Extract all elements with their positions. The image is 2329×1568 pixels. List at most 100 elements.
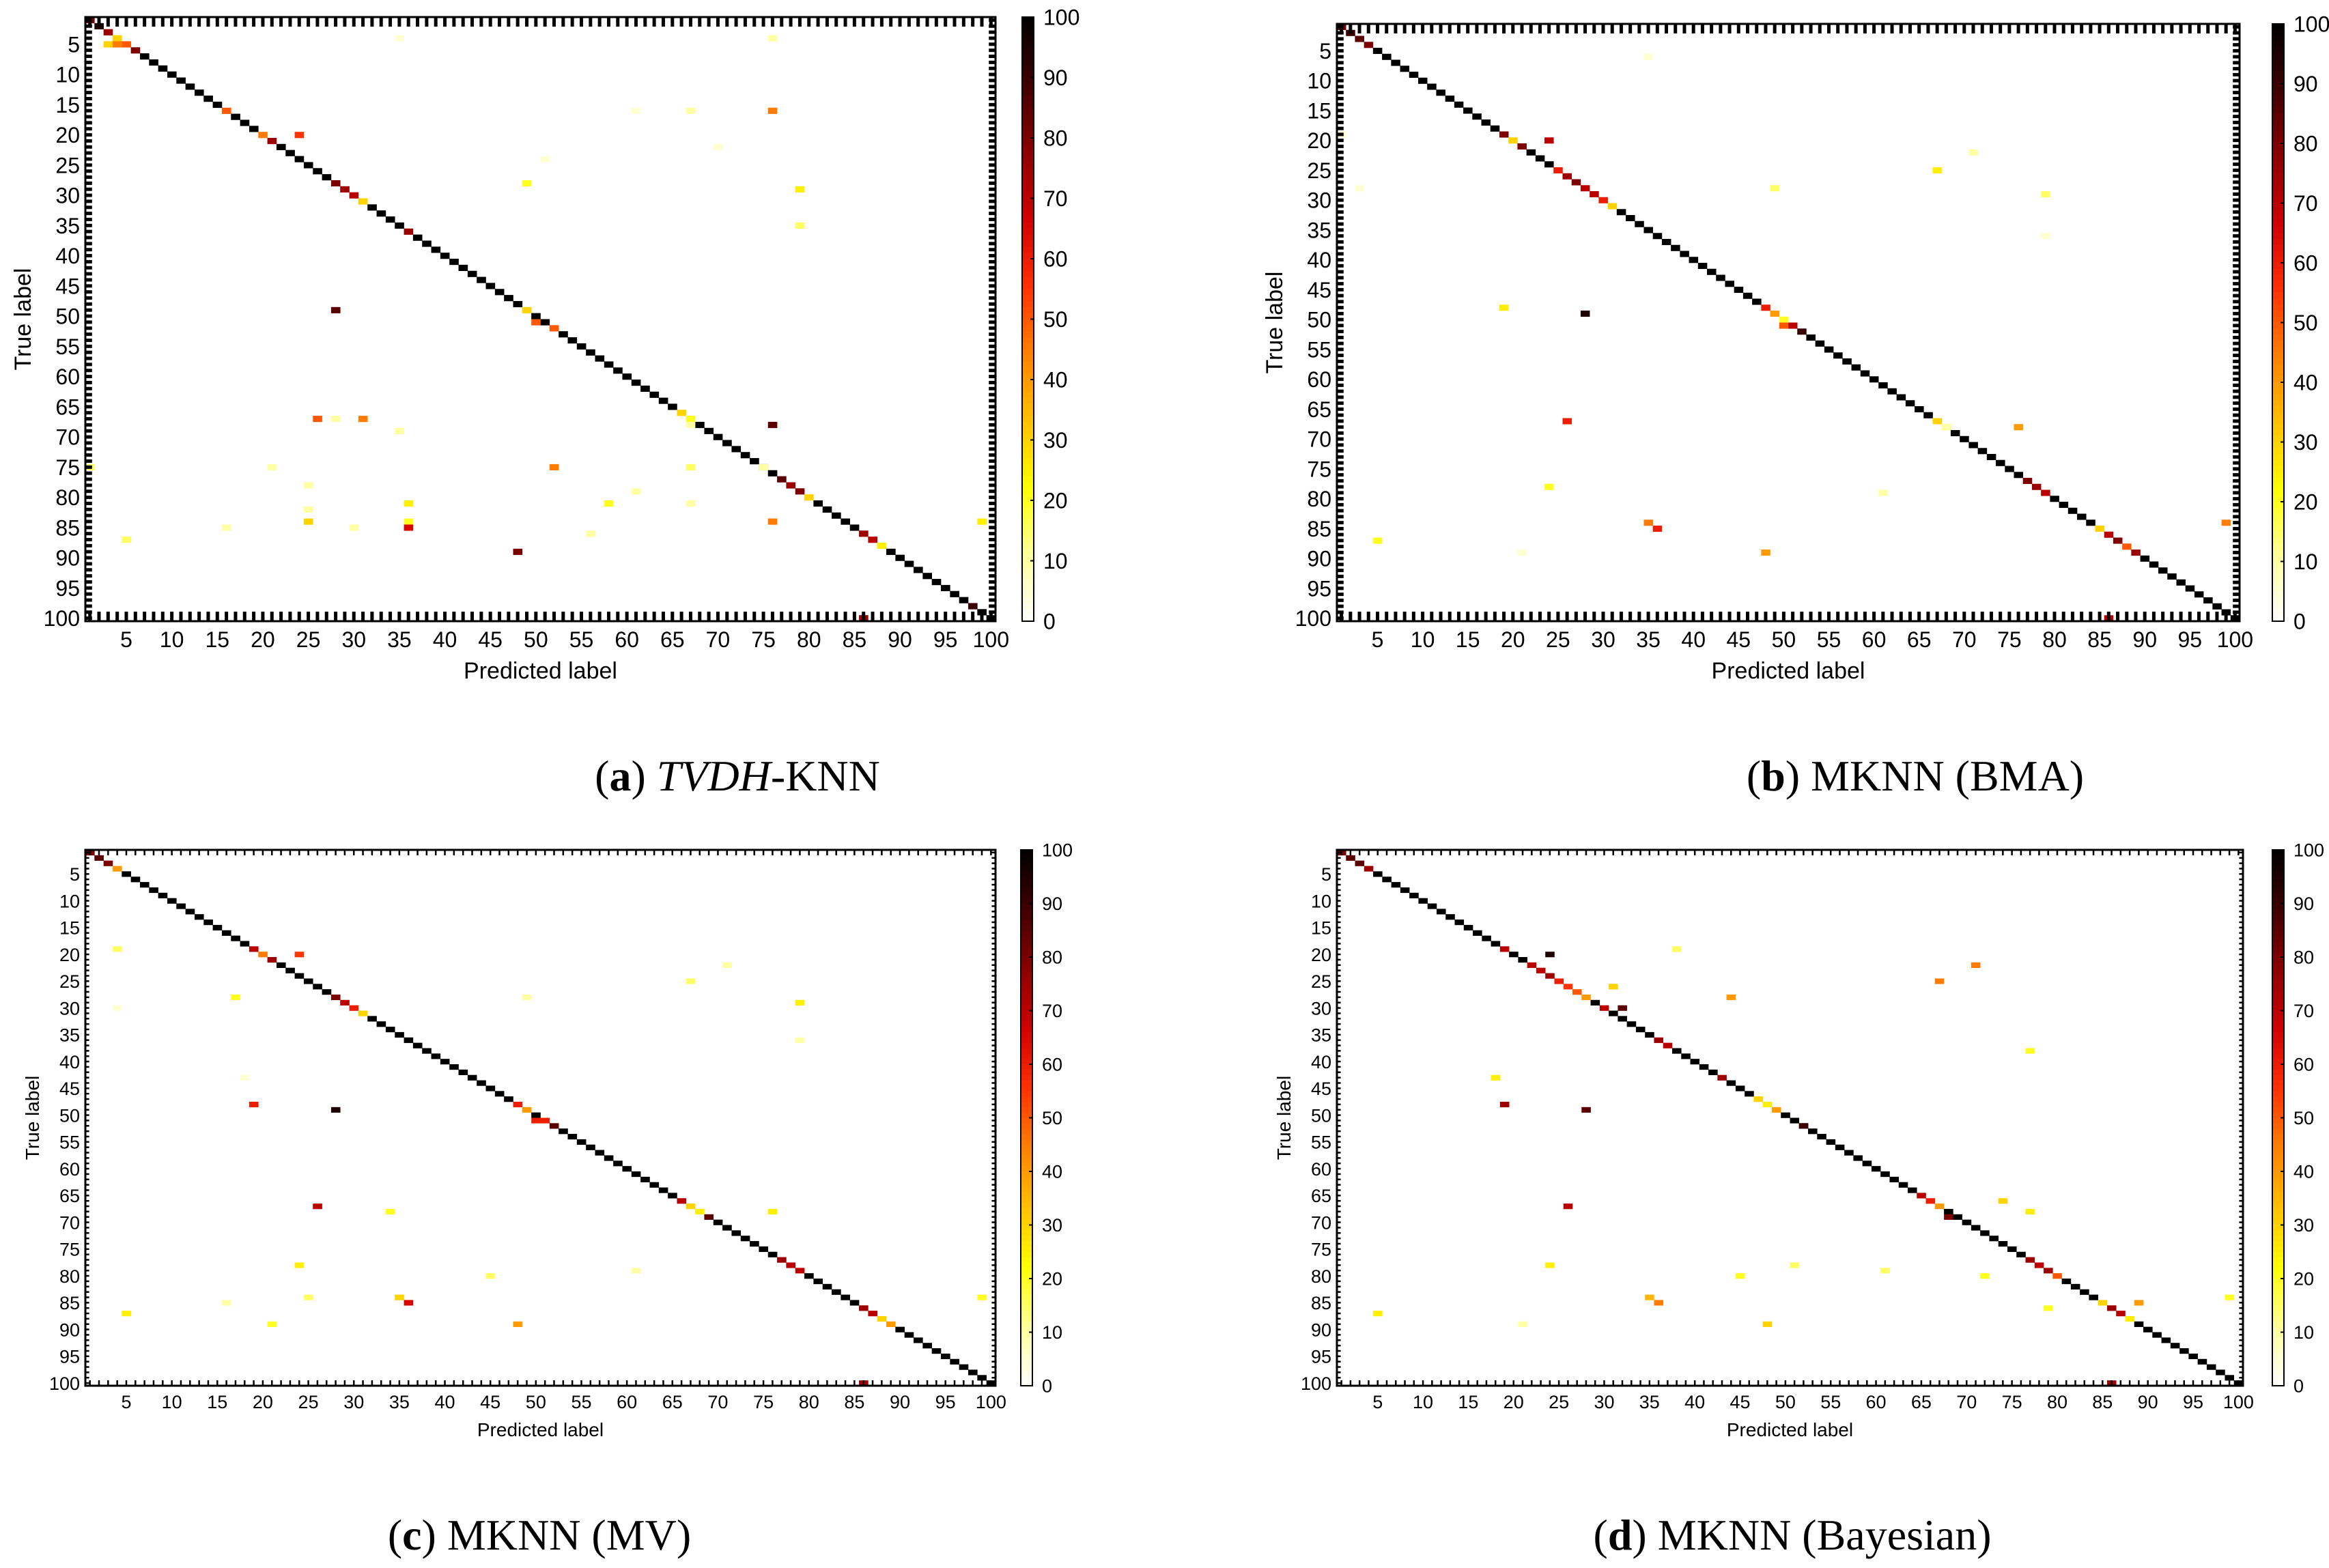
heatmap-cell bbox=[1844, 1150, 1854, 1156]
heatmap-cell bbox=[1580, 311, 1590, 317]
colorbar-segment bbox=[1021, 1332, 1032, 1338]
colorbar-segment bbox=[1022, 174, 1034, 181]
heatmap-cell bbox=[1880, 1171, 1890, 1178]
minor-ticks bbox=[85, 17, 996, 621]
heatmap-cell bbox=[1491, 941, 1501, 947]
heatmap-cell bbox=[531, 1117, 541, 1124]
heatmap-cell bbox=[1745, 1091, 1754, 1097]
colorbar-segment bbox=[1021, 898, 1032, 904]
colorbar-segment bbox=[2272, 967, 2284, 974]
heatmap-cell bbox=[1445, 914, 1455, 920]
x-tick-label: 45 bbox=[480, 1392, 500, 1412]
x-tick-label: 75 bbox=[753, 1392, 774, 1412]
heatmap-cell bbox=[1382, 876, 1392, 883]
colorbar-segment bbox=[2272, 316, 2284, 324]
colorbar-segment bbox=[1021, 860, 1032, 867]
colorbar-tick-label: 0 bbox=[2293, 610, 2306, 634]
heatmap-cell bbox=[1788, 322, 1798, 329]
confusion-matrix-panel-1: 5 10 15 20 25 30 35 40 45 50 55 60 65 70 75 80 85 90 95 100… bbox=[10, 5, 1079, 800]
x-tick-label: 65 bbox=[662, 1392, 683, 1412]
colorbar-tick-label: 10 bbox=[2293, 1322, 2314, 1343]
y-tick-label: 40 bbox=[55, 244, 80, 268]
heatmap-cell bbox=[1735, 1085, 1745, 1092]
heatmap-cell bbox=[750, 458, 759, 465]
heatmap-cell bbox=[604, 361, 614, 368]
x-tick-label: 100 bbox=[976, 1392, 1006, 1412]
x-tick-label: 10 bbox=[1411, 627, 1435, 652]
y-tick-label: 50 bbox=[1307, 308, 1331, 332]
heatmap-cell bbox=[1436, 909, 1446, 915]
colorbar-segment bbox=[2272, 615, 2284, 622]
heatmap-cell bbox=[221, 107, 231, 114]
heatmap-cell bbox=[2170, 1343, 2180, 1349]
colorbar-tick-label: 100 bbox=[1043, 5, 1079, 30]
x-tick-label: 80 bbox=[2047, 1392, 2067, 1412]
heatmap-cell bbox=[2134, 1321, 2144, 1327]
x-tick-label: 30 bbox=[1594, 1392, 1614, 1412]
y-tick-label: 85 bbox=[1311, 1293, 1331, 1313]
heatmap-cell bbox=[1932, 167, 1943, 174]
heatmap-cell bbox=[713, 143, 723, 150]
heatmap-cell bbox=[1635, 220, 1644, 227]
colorbar-segment bbox=[1022, 47, 1034, 54]
heatmap-cell bbox=[567, 337, 578, 344]
heatmap-cell bbox=[631, 488, 641, 495]
y-tick-label: 65 bbox=[1311, 1186, 1331, 1206]
colorbar-tick-label: 60 bbox=[1042, 1055, 1062, 1075]
heatmap-cell bbox=[467, 1074, 477, 1081]
y-tick-label: 10 bbox=[1307, 69, 1331, 94]
heatmap-cell bbox=[731, 1230, 742, 1236]
heatmap-cell bbox=[504, 295, 513, 302]
colorbar-segment bbox=[1021, 994, 1032, 1001]
y-tick-label: 40 bbox=[59, 1052, 80, 1072]
heatmap-cell bbox=[686, 107, 696, 114]
heatmap-cell bbox=[631, 107, 641, 114]
heatmap-cell bbox=[1962, 1219, 1972, 1225]
x-tick-label: 70 bbox=[1952, 627, 1977, 652]
colorbar-segment bbox=[2272, 35, 2284, 42]
colorbar-segment bbox=[1021, 1080, 1032, 1086]
colorbar-segment bbox=[1022, 325, 1034, 332]
colorbar-segment bbox=[1022, 590, 1034, 598]
heatmap-cell bbox=[249, 126, 259, 132]
heatmap-cell bbox=[231, 935, 240, 941]
colorbar-segment bbox=[2272, 1031, 2284, 1038]
colorbar-segment bbox=[1021, 1091, 1032, 1097]
colorbar-segment bbox=[2272, 1080, 2284, 1086]
heatmap-cell bbox=[1770, 185, 1780, 192]
heatmap-cell bbox=[1526, 149, 1536, 156]
colorbar-tick-label: 20 bbox=[1043, 489, 1068, 513]
caption-close-paren: ) bbox=[1785, 752, 1811, 800]
heatmap-cell bbox=[1355, 860, 1365, 866]
heatmap-cell bbox=[950, 1358, 959, 1365]
heatmap-cell bbox=[412, 1042, 423, 1049]
colorbar-tick-label: 0 bbox=[2293, 1376, 2304, 1397]
y-tick-label: 10 bbox=[59, 891, 80, 911]
colorbar-segment bbox=[1022, 210, 1034, 217]
colorbar-segment bbox=[1022, 126, 1034, 132]
heatmap-cell bbox=[449, 259, 459, 266]
colorbar-tick-label: 70 bbox=[2293, 1001, 2314, 1021]
colorbar-segment bbox=[2272, 550, 2284, 556]
colorbar-segment bbox=[2272, 603, 2284, 610]
colorbar-tick-label: 70 bbox=[1043, 186, 1068, 211]
heatmap-cell bbox=[849, 524, 860, 531]
heatmap-cell bbox=[813, 1279, 823, 1285]
colorbar-segment bbox=[1022, 198, 1034, 205]
heatmap-cell bbox=[549, 325, 559, 332]
colorbar-segment bbox=[2272, 1037, 2284, 1044]
heatmap-cell bbox=[103, 41, 113, 48]
colorbar-segment bbox=[1022, 530, 1034, 537]
heatmap-cell bbox=[294, 1262, 305, 1268]
heatmap-cell bbox=[567, 1134, 578, 1140]
heatmap-cell bbox=[786, 1262, 796, 1268]
x-tick-label: 100 bbox=[973, 627, 1009, 652]
colorbar-segment bbox=[1022, 156, 1034, 162]
colorbar-segment bbox=[1021, 1268, 1032, 1274]
heatmap-cell bbox=[340, 999, 350, 1006]
colorbar-segment bbox=[2272, 914, 2284, 920]
colorbar-segment bbox=[1022, 168, 1034, 175]
y-tick-label: 5 bbox=[1319, 39, 1331, 63]
heatmap-cell bbox=[767, 470, 778, 476]
heatmap-cell bbox=[695, 421, 705, 429]
